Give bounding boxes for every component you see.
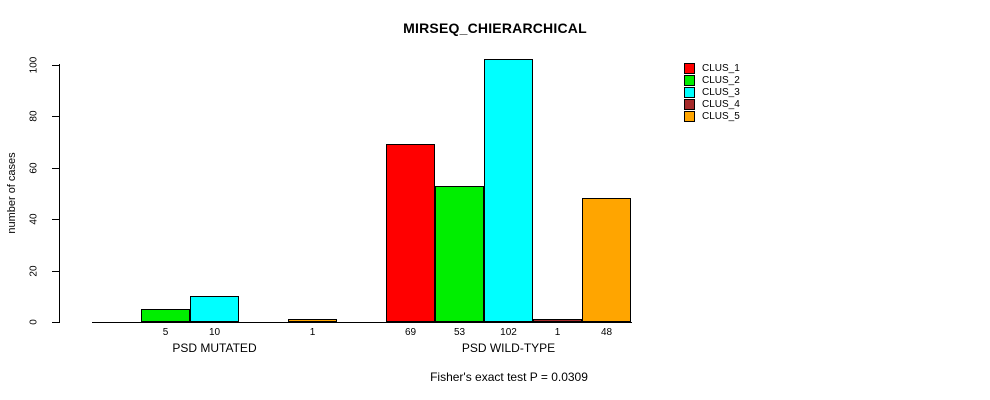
y-tick-label: 20 <box>28 264 40 277</box>
y-tick-label: 0 <box>28 319 40 325</box>
y-tick-mark <box>52 322 59 323</box>
y-tick-mark <box>52 219 59 220</box>
legend-row: CLUS_4 <box>684 99 740 110</box>
y-tick-label: 40 <box>28 213 40 225</box>
bar-value-label: 53 <box>453 327 466 338</box>
y-tick-mark <box>52 64 59 66</box>
legend-label: CLUS_4 <box>702 99 740 110</box>
legend-label: CLUS_1 <box>702 63 740 74</box>
bar-value-label: 1 <box>309 327 316 338</box>
x-group-label: PSD WILD-TYPE <box>461 341 556 355</box>
y-tick-label: 80 <box>28 110 40 122</box>
bar-value-label: 48 <box>600 327 613 338</box>
legend-row: CLUS_3 <box>684 87 740 98</box>
legend-swatch-clus_5 <box>684 111 695 122</box>
legend-label: CLUS_3 <box>702 87 740 98</box>
bar-clus_2-1 <box>141 309 190 322</box>
legend-swatch-clus_4 <box>684 99 695 110</box>
bar-clus_5-1 <box>288 319 337 322</box>
bar-value-label: 10 <box>208 327 221 338</box>
bar-value-label: 5 <box>162 327 169 338</box>
bar-clus_2-2 <box>435 186 484 322</box>
bar-clus_3-2 <box>484 59 533 322</box>
bar-clus_1-2 <box>386 144 435 322</box>
legend-row: CLUS_1 <box>684 63 740 74</box>
y-tick-label: 60 <box>28 161 40 174</box>
bar-clus_5-2 <box>582 198 631 322</box>
y-axis-label: number of cases <box>6 152 18 234</box>
legend: CLUS_1 CLUS_2 CLUS_3 CLUS_4 CLUS_5 <box>684 63 740 123</box>
y-axis-line <box>59 64 60 323</box>
bar-value-label: 1 <box>554 327 561 338</box>
x-axis-baseline <box>92 322 632 323</box>
y-tick-label: 100 <box>28 56 40 73</box>
legend-swatch-clus_1 <box>684 63 695 74</box>
bar-clus_4-2 <box>533 319 582 322</box>
legend-row: CLUS_2 <box>684 75 740 86</box>
legend-swatch-clus_2 <box>684 75 695 86</box>
footnote-fishers-test: Fisher's exact test P = 0.0309 <box>430 370 588 384</box>
legend-label: CLUS_2 <box>702 75 740 86</box>
bar-clus_3-1 <box>190 296 239 322</box>
y-tick-mark <box>52 167 59 169</box>
bar-value-label: 102 <box>500 327 517 338</box>
x-group-label: PSD MUTATED <box>172 341 257 355</box>
legend-swatch-clus_3 <box>684 87 695 98</box>
y-tick-mark <box>52 116 59 117</box>
chart-title: MIRSEQ_CHIERARCHICAL <box>403 20 587 36</box>
legend-label: CLUS_5 <box>702 111 740 122</box>
legend-row: CLUS_5 <box>684 111 740 122</box>
y-tick-mark <box>52 270 59 272</box>
bar-value-label: 69 <box>404 327 417 338</box>
